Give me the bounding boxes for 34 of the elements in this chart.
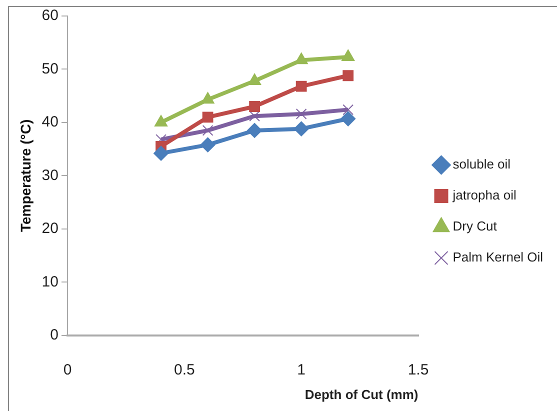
y-axis-title: Temperature (°C) — [17, 119, 34, 232]
point — [340, 111, 356, 126]
x-tick-label: 0 — [63, 362, 72, 379]
legend-label: Dry Cut — [452, 218, 498, 234]
point — [342, 70, 354, 82]
y-tick-label: 20 — [42, 220, 58, 238]
legend-label: Palm Kernel Oil — [452, 250, 544, 265]
point — [294, 52, 308, 64]
legend-label: soluble oil — [452, 156, 511, 172]
point — [201, 92, 214, 104]
x-axis-title: Depth of Cut (mm) — [304, 386, 418, 402]
point — [342, 104, 354, 116]
y-tick-label: 0 — [50, 326, 58, 344]
point — [200, 137, 216, 152]
point — [202, 125, 214, 136]
x-tick-label: 0.5 — [174, 362, 195, 379]
point — [248, 73, 262, 85]
point — [249, 110, 260, 122]
point — [202, 112, 214, 123]
point — [296, 80, 307, 92]
y-tick-label: 60 — [42, 7, 58, 24]
legend-label: jatropha oil — [452, 188, 516, 203]
point — [249, 101, 260, 112]
y-tick-label: 30 — [42, 166, 58, 184]
y-tick-label: 10 — [42, 273, 58, 290]
point — [247, 122, 262, 138]
point — [154, 146, 169, 161]
y-tick-label: 40 — [42, 114, 58, 131]
x-tick-label: 1.5 — [408, 362, 429, 379]
point — [342, 49, 355, 61]
point — [294, 121, 309, 136]
point — [296, 108, 307, 120]
y-tick-label: 50 — [42, 60, 58, 78]
x-tick-label: 1 — [297, 362, 306, 379]
